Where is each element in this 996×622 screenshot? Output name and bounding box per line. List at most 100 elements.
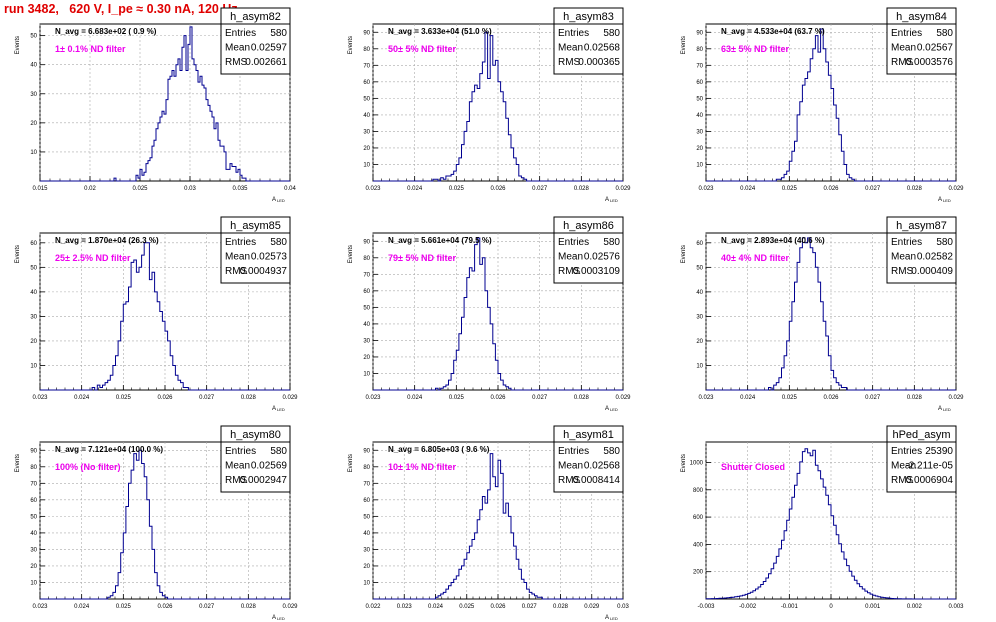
y-tick-label: 60 [363,289,370,295]
y-axis-title: Events [681,245,687,263]
x-tick-label: 0.028 [907,395,923,401]
y-tick-label: 10 [696,162,703,168]
y-tick-label: 50 [30,514,37,520]
y-tick-label: 20 [696,339,703,345]
y-tick-label: 30 [696,314,703,320]
x-tick-label: 0.015 [32,186,48,192]
x-tick-label: 0.024 [407,186,423,192]
x-tick-label: 0.024 [740,186,756,192]
stats-value: 0.002661 [245,57,287,68]
y-tick-label: 40 [363,113,370,119]
stats-key: RMS [891,266,914,277]
histogram-bars [706,237,956,391]
x-tick-label: 0.024 [428,604,444,610]
x-tick-label: 0.04 [284,186,296,192]
y-tick-label: 70 [363,272,370,278]
x-tick-label: 0.029 [948,395,964,401]
stats-key: Mean [891,43,916,54]
y-tick-label: 60 [30,241,37,247]
y-tick-label: 80 [30,465,37,471]
y-tick-label: 20 [363,355,370,361]
stats-value: 0.02568 [584,461,621,472]
x-axis-subscript: LED [943,407,951,412]
x-tick-label: 0.028 [574,395,590,401]
stats-key: RMS [225,475,248,486]
stats-value: 25390 [925,446,953,457]
x-tick-label: 0.027 [865,395,881,401]
stats-box [886,216,957,284]
stats-value: 580 [936,237,953,248]
filter-label: 63± 5% ND filter [721,44,789,54]
x-axis-title: A [272,406,276,412]
x-tick-label: 0.028 [574,186,590,192]
x-tick-label: 0.028 [553,604,569,610]
y-tick-label: 90 [363,448,370,454]
stats-value: 580 [270,237,287,248]
histogram-name: h_asym85 [230,220,281,232]
panel-h_asym85: 0.023 0.024 0.025 0.026 0.027 0.028 0.029 10 20 3… [15,216,298,412]
stats-key: RMS [891,475,914,486]
stats-key: RMS [558,57,581,68]
filter-label: 100% (No filter) [55,462,121,472]
navg-label: N_avg = 6.683e+02 ( 0.9 %) [55,27,157,36]
y-tick-label: 50 [363,514,370,520]
stats-value: 0.02582 [917,252,954,263]
x-tick-label: 0.023 [397,604,413,610]
y-axis-title: Events [15,36,21,54]
filter-label: Shutter Closed [721,462,785,472]
y-tick-label: 70 [363,481,370,487]
y-tick-label: 20 [30,339,37,345]
x-tick-label: 0.027 [532,395,548,401]
y-tick-label: 30 [30,547,37,553]
x-tick-label: 0.025 [116,395,132,401]
x-tick-label: 0.023 [32,395,48,401]
x-tick-label: 0.035 [232,186,248,192]
x-tick-label: 0.028 [241,604,257,610]
histogram-name: h_asym83 [563,11,614,23]
stats-value: 0.02567 [917,43,954,54]
y-tick-label: 40 [696,290,703,296]
navg-label: N_avg = 7.121e+04 (100.0 %) [55,445,163,454]
histogram-name: h_asym82 [230,11,281,23]
y-tick-label: 50 [696,96,703,102]
y-tick-label: 80 [363,256,370,262]
y-tick-label: 80 [363,465,370,471]
histogram-name: hPed_asym [892,429,950,441]
x-tick-label: 0.02 [84,186,96,192]
navg-label: N_avg = 2.893e+04 (40.6 %) [721,236,825,245]
y-tick-label: 50 [696,265,703,271]
x-axis-title: A [605,406,609,412]
y-tick-label: 200 [693,570,704,576]
y-tick-label: 400 [693,542,704,548]
x-tick-label: 0.001 [865,604,881,610]
x-tick-label: 0.029 [282,604,298,610]
navg-label: N_avg = 3.633e+04 (51.0 %) [388,27,492,36]
panel-h_asym87: 0.023 0.024 0.025 0.026 0.027 0.028 0.029 10 20 3… [681,216,964,412]
stats-value: 0.0006904 [906,475,954,486]
y-tick-label: 20 [30,121,37,127]
stats-key: Mean [225,461,250,472]
y-tick-label: 70 [363,63,370,69]
navg-label: N_avg = 1.870e+04 (26.3 %) [55,236,159,245]
stats-value: 0.02573 [251,252,288,263]
filter-label: 25± 2.5% ND filter [55,253,131,263]
navg-label: N_avg = 4.533e+04 (63.7 %) [721,27,825,36]
filter-label: 10± 1% ND filter [388,462,456,472]
x-tick-label: 0 [829,604,833,610]
stats-value: 580 [270,446,287,457]
y-tick-label: 10 [30,363,37,369]
y-axis-title: Events [15,245,21,263]
x-tick-label: 0.029 [948,186,964,192]
filter-label: 40± 4% ND filter [721,253,789,263]
stats-box [220,7,291,75]
y-tick-label: 600 [693,515,704,521]
y-tick-label: 60 [363,80,370,86]
stats-key: Mean [558,43,583,54]
stats-value: 0.02568 [584,43,621,54]
x-axis-title: A [938,406,942,412]
x-tick-label: 0.026 [823,395,839,401]
x-tick-label: 0.022 [365,604,381,610]
filter-label: 1± 0.1% ND filter [55,44,126,54]
x-axis-subscript: LED [277,198,285,203]
